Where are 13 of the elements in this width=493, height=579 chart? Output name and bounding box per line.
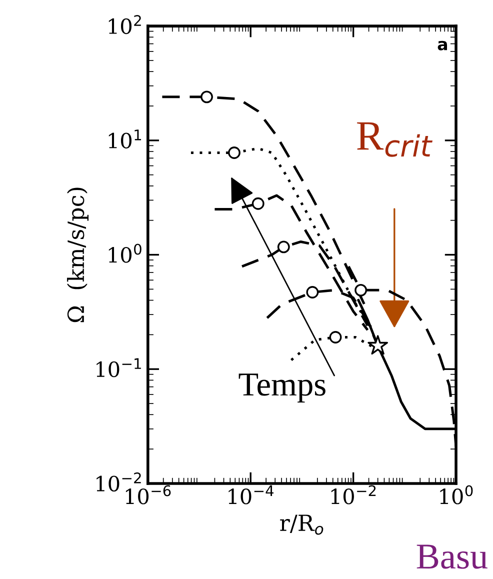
x-tick-label: 10$^{−4}$ — [228, 485, 274, 504]
y-tick-label: 10$^{0}$ — [108, 244, 142, 263]
annotation: Temps — [238, 374, 326, 403]
annotation: a — [438, 40, 448, 50]
x-tick-label: 10$^{−2}$ — [331, 485, 376, 504]
x-tick-label: 10$^{0}$ — [440, 485, 473, 504]
y-tick-label: 10$^{1}$ — [108, 130, 142, 148]
y-tick-label: 10$^{−1}$ — [96, 358, 141, 378]
text: Basu — [416, 544, 488, 569]
y-tick-label: 10$^{2}$ — [108, 15, 141, 34]
annotation: R$_{crit}$ — [357, 122, 433, 157]
x-axis-title: r/R$_{o}$ — [280, 514, 324, 535]
y-axis-title: Ω (km/s/pc) — [67, 188, 89, 322]
